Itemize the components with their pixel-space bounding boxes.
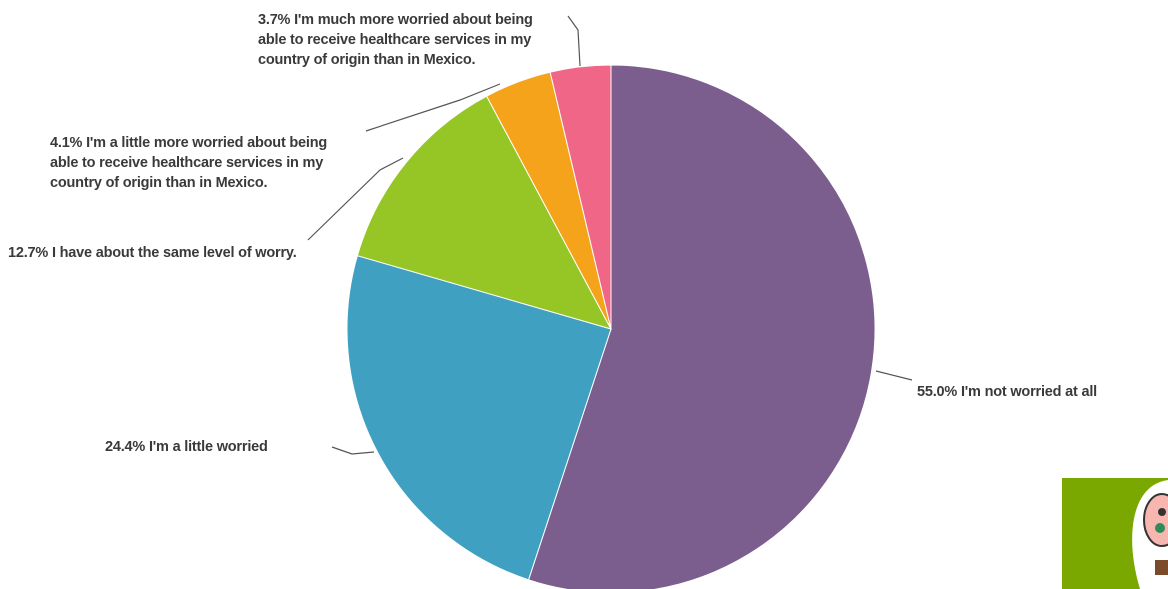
value-label: 24.4% — [105, 439, 146, 455]
avatar-shirt — [1155, 560, 1168, 575]
avatar-cheek — [1155, 523, 1165, 533]
leader-line — [307, 157, 404, 241]
pie-slice — [549, 64, 612, 330]
leader-line — [567, 15, 581, 67]
value-label: 3.7% — [258, 12, 291, 28]
slice-label: 55.0% I'm not worried at all — [917, 382, 1168, 402]
value-label: 12.7% — [8, 245, 49, 261]
avatar-face — [1143, 493, 1168, 547]
pie-slice — [527, 64, 876, 589]
category-label: I'm much more worried about being able t… — [258, 12, 533, 68]
pie-slice — [346, 255, 612, 581]
leader-line — [875, 370, 913, 381]
category-label: I'm not worried at all — [960, 384, 1097, 400]
slice-label: 4.1% I'm a little more worried about bei… — [50, 133, 340, 193]
slice-label: 3.7% I'm much more worried about being a… — [258, 10, 548, 70]
leader-line — [365, 83, 501, 132]
category-label: I'm a little worried — [148, 439, 268, 455]
category-label: I have about the same level of worry. — [51, 245, 297, 261]
slice-label: 24.4% I'm a little worried — [105, 437, 335, 457]
slice-label: 12.7% I have about the same level of wor… — [8, 243, 303, 263]
value-label: 4.1% — [50, 135, 83, 151]
leader-line — [331, 446, 375, 455]
avatar-eye — [1158, 508, 1166, 516]
pie-slice — [356, 95, 612, 330]
value-label: 55.0% — [917, 384, 958, 400]
category-label: I'm a little more worried about being ab… — [50, 135, 328, 191]
